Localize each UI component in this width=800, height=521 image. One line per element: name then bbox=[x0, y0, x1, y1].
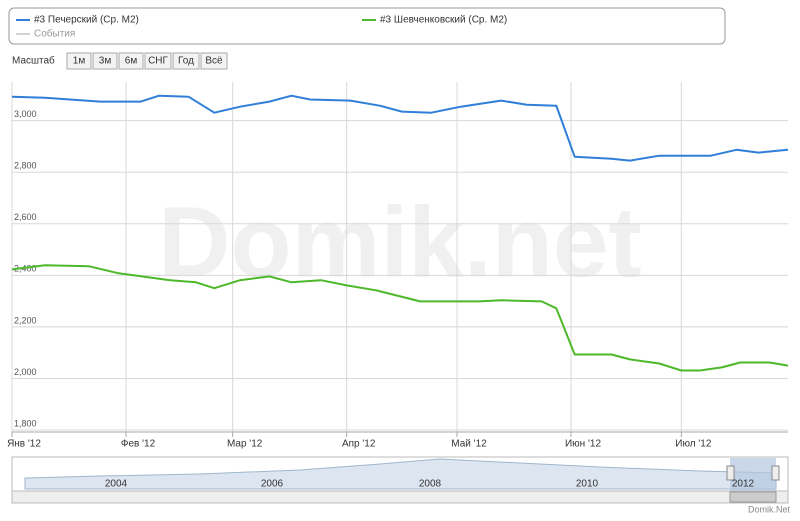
navigator-handle[interactable] bbox=[726, 465, 735, 481]
legend-item[interactable]: События bbox=[34, 28, 75, 40]
x-tick-label: Мар '12 bbox=[227, 439, 263, 450]
zoom-button[interactable] bbox=[200, 52, 228, 70]
zoom-button[interactable] bbox=[66, 52, 92, 70]
y-tick-label: 2,200 bbox=[14, 315, 37, 325]
y-tick-label: 2,000 bbox=[14, 367, 37, 377]
scrollbar-thumb[interactable] bbox=[729, 491, 777, 503]
x-tick-label: Янв '12 bbox=[7, 439, 41, 450]
navigator-label: 2008 bbox=[419, 479, 442, 490]
zoom-button[interactable] bbox=[172, 52, 200, 70]
navigator-label: 2004 bbox=[105, 479, 128, 490]
y-tick-label: 1,800 bbox=[14, 418, 37, 428]
x-tick-label: Апр '12 bbox=[342, 439, 376, 450]
navigator-label: 2006 bbox=[261, 479, 284, 490]
navigator-labels: 2004 2006 2008 2010 2012 bbox=[105, 479, 755, 490]
zoom-button[interactable] bbox=[118, 52, 144, 70]
x-tick-label: Май '12 bbox=[451, 439, 487, 450]
navigator-label: 2010 bbox=[576, 479, 599, 490]
scrollbar[interactable] bbox=[11, 490, 789, 504]
zoom-button-label[interactable]: СНГ bbox=[148, 56, 168, 67]
x-tick-label: Июл '12 bbox=[675, 439, 712, 450]
series bbox=[11, 94, 789, 372]
y-tick-label: 2,600 bbox=[14, 212, 37, 222]
zoom-label: Масштаб bbox=[12, 55, 55, 67]
zoom-button-label[interactable]: 6м bbox=[125, 56, 138, 67]
y-tick-label: 2,800 bbox=[14, 161, 37, 171]
zoom-button[interactable] bbox=[92, 52, 118, 70]
watermark: Domik.net bbox=[158, 186, 641, 298]
x-tick-label: Июн '12 bbox=[565, 439, 601, 450]
legend-box bbox=[8, 7, 726, 45]
y-tick-label: 3,000 bbox=[14, 109, 37, 119]
zoom-button-label[interactable]: Всё bbox=[205, 56, 223, 67]
navigator-label: 2012 bbox=[732, 479, 755, 490]
x-tick-label: Фев '12 bbox=[121, 439, 156, 450]
zoom-button-label[interactable]: 3м bbox=[99, 56, 112, 67]
series-line bbox=[11, 264, 789, 372]
zoom-button-label[interactable]: 1м bbox=[73, 56, 86, 67]
zoom-buttons: 1м 3м 6м СНГ Год Всё bbox=[66, 52, 228, 70]
legend-item[interactable]: #3 Шевченковский (Ср. М2) bbox=[380, 15, 507, 26]
credit: Domik.Net bbox=[748, 504, 791, 514]
navigator-window[interactable] bbox=[730, 458, 776, 491]
series-line bbox=[11, 94, 789, 162]
legend-item[interactable]: #3 Печерский (Ср. М2) bbox=[34, 15, 139, 26]
navigator-handle[interactable] bbox=[771, 465, 780, 481]
zoom-button[interactable] bbox=[144, 52, 172, 70]
zoom-button-label[interactable]: Год bbox=[178, 56, 194, 67]
